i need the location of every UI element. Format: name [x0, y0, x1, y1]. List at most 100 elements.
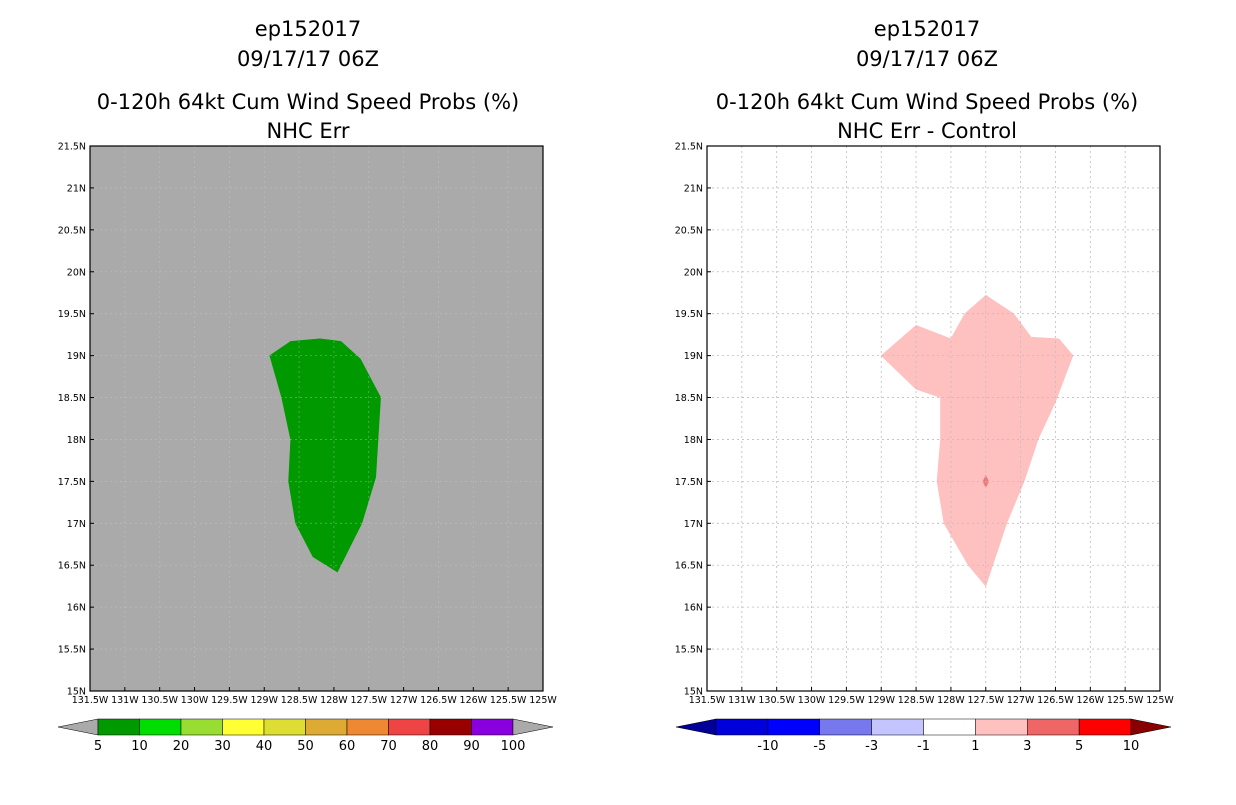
p0-colorbar-label-6: 60 [339, 739, 356, 754]
p0-x-tick-label-7: 128W [320, 695, 348, 706]
p0-y-tick-label-10: 20N [67, 267, 86, 278]
p0-x-tick-label-11: 126W [460, 695, 488, 706]
p1-x-tick-label-0: 131.5W [689, 695, 726, 706]
right-map-plot: 131.5W 131W 130.5W 130W 129.5W 129W 128.5W 128W… [675, 142, 1175, 707]
p0-colorbar-swatch-4 [263, 718, 306, 736]
right-colorbar: -10 -5 -3 -1 1 3 5 10 [675, 718, 1172, 754]
p0-y-tick-label-2: 16N [67, 603, 86, 614]
p1-x-tick-label-7: 128W [937, 695, 965, 706]
p0-colorbar-label-7: 70 [380, 739, 397, 754]
p1-x-tick-label-13: 125W [1146, 695, 1174, 706]
p0-colorbar-label-10: 100 [501, 739, 526, 754]
p0-x-tick-label-12: 125.5W [490, 695, 527, 706]
right-title-line-3: 0-120h 64kt Cum Wind Speed Probs (%) [716, 90, 1138, 114]
p1-colorbar-swatch-1 [767, 718, 820, 736]
left-title-line-1: ep152017 [255, 17, 361, 41]
right-title-line-1: ep152017 [874, 17, 980, 41]
p1-y-tick-label-11: 20.5N [675, 225, 703, 236]
left-title-line-2: 09/17/17 06Z [237, 47, 379, 71]
p0-x-tick-label-9: 127W [390, 695, 418, 706]
p0-x-tick-label-10: 126.5W [420, 695, 457, 706]
p1-colorbar-swatch-6 [1027, 718, 1080, 736]
p0-y-tick-label-9: 19.5N [58, 309, 86, 320]
p1-y-tick-label-9: 19.5N [675, 309, 703, 320]
p1-x-tick-label-4: 129.5W [828, 695, 865, 706]
p1-colorbar-label-6: 5 [1075, 739, 1083, 754]
left-map-plot: 131.5W 131W 130.5W 130W 129.5W 129W 128.5W 128W… [58, 142, 558, 707]
p1-x-tick-label-1: 131W [728, 695, 756, 706]
p0-x-tick-label-8: 127.5W [350, 695, 387, 706]
p0-x-tick-label-5: 129W [250, 695, 278, 706]
p0-y-tick-label-13: 21.5N [58, 142, 86, 153]
p0-x-tick-label-13: 125W [529, 695, 557, 706]
p0-x-tick-label-4: 129.5W [211, 695, 248, 706]
p0-colorbar-end-right [512, 718, 554, 736]
panel-left: ep152017 09/17/17 06Z 0-120h 64kt Cum Wi… [58, 17, 558, 754]
p0-region-5-10 [269, 338, 381, 573]
p0-y-tick-label-11: 20.5N [58, 225, 86, 236]
p0-colorbar-swatch-0 [97, 718, 140, 736]
p0-colorbar-swatch-3 [222, 718, 265, 736]
p0-colorbar-label-1: 10 [131, 739, 148, 754]
p1-y-tick-label-10: 20N [684, 267, 703, 278]
p1-x-tick-label-5: 129W [867, 695, 895, 706]
p1-plot-background [707, 146, 1160, 691]
p1-x-tick-label-9: 127W [1007, 695, 1035, 706]
p0-colorbar-swatch-6 [346, 718, 389, 736]
p0-plot-frame [89, 145, 544, 692]
p1-colorbar-swatch-3 [871, 718, 924, 736]
p0-y-tick-label-12: 21N [67, 183, 86, 194]
p1-x-tick-label-2: 130.5W [758, 695, 795, 706]
p1-x-tick-label-3: 130W [798, 695, 826, 706]
p0-colorbar-label-0: 5 [94, 739, 102, 754]
p0-colorbar-label-5: 50 [297, 739, 314, 754]
p0-colorbar-swatch-1 [139, 718, 182, 736]
p1-region-1-3 [880, 294, 1074, 587]
p1-plot-frame [706, 145, 1161, 692]
right-title-line-4: NHC Err - Control [837, 119, 1017, 143]
p0-y-tick-label-6: 18N [67, 435, 86, 446]
p0-y-tick-label-3: 16.5N [58, 561, 86, 572]
p1-colorbar-end-left [675, 718, 717, 736]
left-title-line-4: NHC Err [266, 119, 349, 143]
p0-colorbar-swatch-7 [388, 718, 431, 736]
p1-x-tick-label-12: 125.5W [1107, 695, 1144, 706]
p1-x-tick-label-8: 127.5W [967, 695, 1004, 706]
p0-colorbar-end-left [57, 718, 99, 736]
p0-colorbar-label-3: 30 [214, 739, 231, 754]
p1-colorbar-swatch-0 [715, 718, 769, 736]
p0-colorbar-label-4: 40 [256, 739, 273, 754]
p0-x-tick-label-1: 131W [111, 695, 139, 706]
p1-x-tick-label-11: 126W [1077, 695, 1105, 706]
p0-colorbar-label-2: 20 [173, 739, 190, 754]
p1-colorbar-swatch-4 [923, 718, 976, 736]
p0-x-tick-label-2: 130.5W [141, 695, 178, 706]
p0-x-tick-label-3: 130W [181, 695, 209, 706]
p1-colorbar-label-3: -1 [917, 739, 930, 754]
p1-y-tick-label-7: 18.5N [675, 393, 703, 404]
p1-x-tick-label-6: 128.5W [898, 695, 935, 706]
right-title-line-2: 09/17/17 06Z [856, 47, 998, 71]
p1-y-tick-label-3: 16.5N [675, 561, 703, 572]
p0-colorbar-label-9: 90 [463, 739, 480, 754]
p1-y-tick-label-6: 18N [684, 435, 703, 446]
p1-x-tick-label-10: 126.5W [1037, 695, 1074, 706]
p0-colorbar-swatch-2 [180, 718, 223, 736]
p1-y-tick-label-13: 21.5N [675, 142, 703, 153]
p1-y-tick-label-12: 21N [684, 183, 703, 194]
p1-y-tick-label-8: 19N [684, 351, 703, 362]
p1-colorbar-label-7: 10 [1123, 739, 1140, 754]
p1-colorbar-swatch-7 [1078, 718, 1132, 736]
p1-colorbar-label-0: -10 [757, 739, 778, 754]
p1-y-tick-label-0: 15N [684, 687, 703, 698]
p1-colorbar-label-2: -3 [865, 739, 878, 754]
p0-colorbar-swatch-9 [471, 718, 514, 736]
p1-colorbar-swatch-5 [975, 718, 1028, 736]
p0-y-tick-label-0: 15N [67, 687, 86, 698]
p0-y-tick-label-5: 17.5N [58, 477, 86, 488]
p0-colorbar-swatch-8 [429, 718, 472, 736]
panel-right: ep152017 09/17/17 06Z 0-120h 64kt Cum Wi… [675, 17, 1175, 754]
p1-colorbar-label-4: 1 [971, 739, 979, 754]
